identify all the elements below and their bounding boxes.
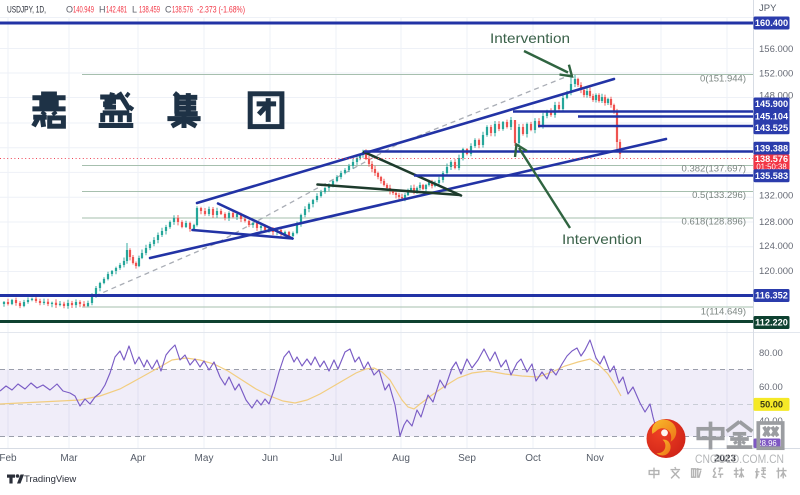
svg-text:Mar: Mar — [60, 453, 78, 464]
svg-text:132.000: 132.000 — [759, 191, 793, 202]
svg-text:C: C — [165, 5, 172, 15]
svg-text:138.576: 138.576 — [755, 154, 788, 164]
svg-text:143.525: 143.525 — [755, 123, 788, 133]
svg-text:Intervention: Intervention — [490, 30, 570, 46]
svg-text:140.949: 140.949 — [73, 5, 94, 15]
svg-text:160.400: 160.400 — [755, 18, 788, 28]
svg-text:138.459: 138.459 — [139, 5, 160, 15]
svg-text:Aug: Aug — [392, 453, 410, 464]
svg-text:O: O — [66, 5, 73, 15]
svg-text:May: May — [195, 453, 214, 464]
svg-text:135.583: 135.583 — [755, 171, 788, 181]
svg-text:60.00: 60.00 — [759, 382, 783, 393]
svg-text:0.618(128.896): 0.618(128.896) — [682, 217, 746, 228]
svg-text:120.000: 120.000 — [759, 266, 793, 277]
svg-text:139.388: 139.388 — [755, 144, 788, 154]
svg-text:TradingView: TradingView — [24, 474, 76, 485]
svg-text:138.576: 138.576 — [172, 5, 193, 15]
svg-text:112.220: 112.220 — [755, 318, 788, 328]
svg-text:28.96: 28.96 — [757, 439, 777, 448]
svg-text:Nov: Nov — [586, 453, 604, 464]
svg-text:USDJPY, 1D,: USDJPY, 1D, — [7, 5, 46, 15]
svg-text:50.00: 50.00 — [760, 400, 783, 410]
svg-text:145.104: 145.104 — [755, 112, 789, 122]
svg-text:128.000: 128.000 — [759, 217, 793, 228]
svg-text:Feb: Feb — [0, 453, 17, 464]
svg-text:148.000: 148.000 — [759, 91, 793, 102]
svg-text:80.00: 80.00 — [759, 348, 783, 359]
svg-text:Jul: Jul — [330, 453, 343, 464]
svg-text:L: L — [132, 5, 137, 15]
svg-text:Apr: Apr — [130, 453, 146, 464]
svg-text:0(151.944): 0(151.944) — [700, 74, 746, 85]
svg-text:H: H — [99, 5, 106, 15]
svg-text:JPY: JPY — [759, 3, 777, 14]
svg-text:CNGOLD.COM.CN: CNGOLD.COM.CN — [695, 454, 784, 466]
svg-text:116.352: 116.352 — [755, 291, 788, 301]
svg-text:Intervention: Intervention — [562, 231, 642, 247]
svg-text:2023: 2023 — [714, 454, 736, 465]
svg-text:Sep: Sep — [458, 453, 476, 464]
svg-text:156.000: 156.000 — [759, 44, 793, 55]
svg-text:142.481: 142.481 — [106, 5, 127, 15]
svg-text:1(114.649): 1(114.649) — [701, 307, 746, 318]
svg-text:145.900: 145.900 — [755, 99, 788, 109]
svg-text:152.000: 152.000 — [759, 69, 793, 80]
svg-text:Jun: Jun — [262, 453, 278, 464]
svg-text:Oct: Oct — [525, 453, 541, 464]
svg-text:0.382(137.697): 0.382(137.697) — [682, 164, 746, 175]
svg-text:124.000: 124.000 — [759, 241, 793, 252]
svg-text:-2.373 (-1.68%): -2.373 (-1.68%) — [197, 5, 245, 15]
svg-text:0.5(133.296): 0.5(133.296) — [692, 190, 746, 201]
svg-text:01:50:38: 01:50:38 — [756, 162, 786, 171]
